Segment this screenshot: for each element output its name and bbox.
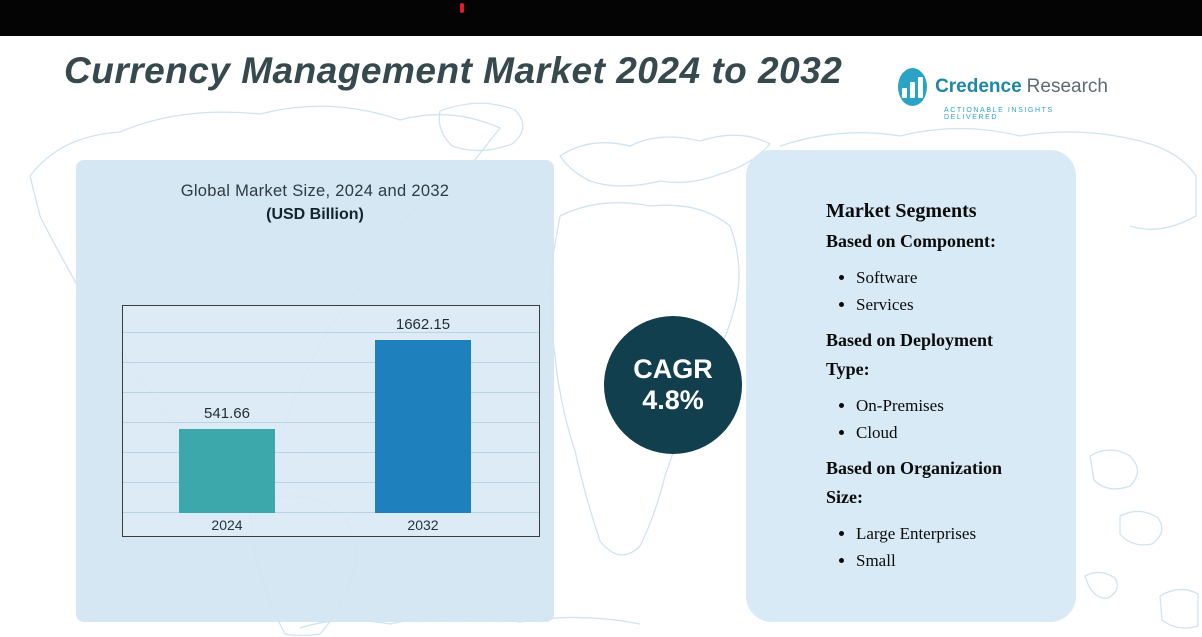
- bar-group-2032: 1662.15: [375, 316, 471, 513]
- bar-chart: 541.66 1662.15 2024 2032: [122, 304, 540, 537]
- red-tick-indicator: [460, 3, 464, 13]
- logo-wordmark: Credence Research: [935, 76, 1108, 98]
- bar-value-2024: 541.66: [204, 405, 250, 422]
- x-axis-label-2032: 2032: [407, 517, 439, 533]
- credence-research-logo: Credence Research Actionable Insights Del…: [898, 68, 1108, 121]
- logo-tagline: Actionable Insights Delivered: [944, 107, 1054, 121]
- map-africa: [549, 202, 740, 556]
- segments-title: Market Segments: [826, 200, 977, 222]
- segment-item: Services: [856, 291, 1040, 318]
- segment-list-component: Software Services: [826, 264, 1040, 318]
- segment-heading-component: Based on Component:: [826, 231, 997, 251]
- segment-heading-organization: Based on Organization Size:: [826, 458, 1003, 507]
- chart-heading: Global Market Size, 2024 and 2032: [180, 182, 450, 200]
- page-title: Currency Management Market 2024 to 2032: [64, 50, 843, 91]
- bar-value-2032: 1662.15: [395, 316, 451, 333]
- segment-item: Large Enterprises: [856, 520, 1040, 547]
- logo-bar-1: [902, 88, 908, 98]
- map-europe: [559, 134, 771, 187]
- segment-heading-deployment: Based on Deployment Type:: [826, 330, 994, 379]
- x-axis-label-2024: 2024: [211, 517, 243, 533]
- logo-bar-3: [918, 77, 924, 98]
- logo-brand-name: Credence: [935, 76, 1022, 97]
- cagr-label: CAGR: [633, 354, 713, 384]
- chart-subheading: (USD Billion): [266, 206, 364, 223]
- top-bar: [0, 0, 1202, 36]
- market-size-panel: Global Market Size, 2024 and 2032 (USD B…: [76, 160, 554, 622]
- map-island-3: [1084, 571, 1118, 599]
- segment-item: Cloud: [856, 419, 1040, 446]
- map-island-2: [1119, 510, 1163, 546]
- segment-list-organization: Large Enterprises Small: [826, 520, 1040, 574]
- cagr-value: 4.8%: [642, 385, 704, 415]
- bar-chart-logo-icon: [898, 68, 928, 106]
- bar-2024: [179, 429, 275, 513]
- map-australia: [1159, 588, 1199, 629]
- bar-2032: [375, 340, 471, 513]
- market-segments-panel: Market Segments Based on Component: Soft…: [746, 150, 1076, 622]
- segment-item: Small: [856, 547, 1040, 574]
- logo-row: Credence Research: [898, 68, 1108, 106]
- map-asia: [779, 127, 1197, 230]
- segment-item: On-Premises: [856, 392, 1040, 419]
- segment-item: Software: [856, 264, 1040, 291]
- segment-list-deployment: On-Premises Cloud: [826, 392, 1040, 446]
- bar-group-2024: 541.66: [179, 405, 275, 513]
- logo-bar-2: [910, 82, 916, 98]
- cagr-circle: CAGR 4.8%: [604, 316, 742, 454]
- logo-brand-name-2: Research: [1026, 76, 1108, 97]
- map-island-1: [1089, 449, 1139, 490]
- map-greenland: [438, 102, 524, 152]
